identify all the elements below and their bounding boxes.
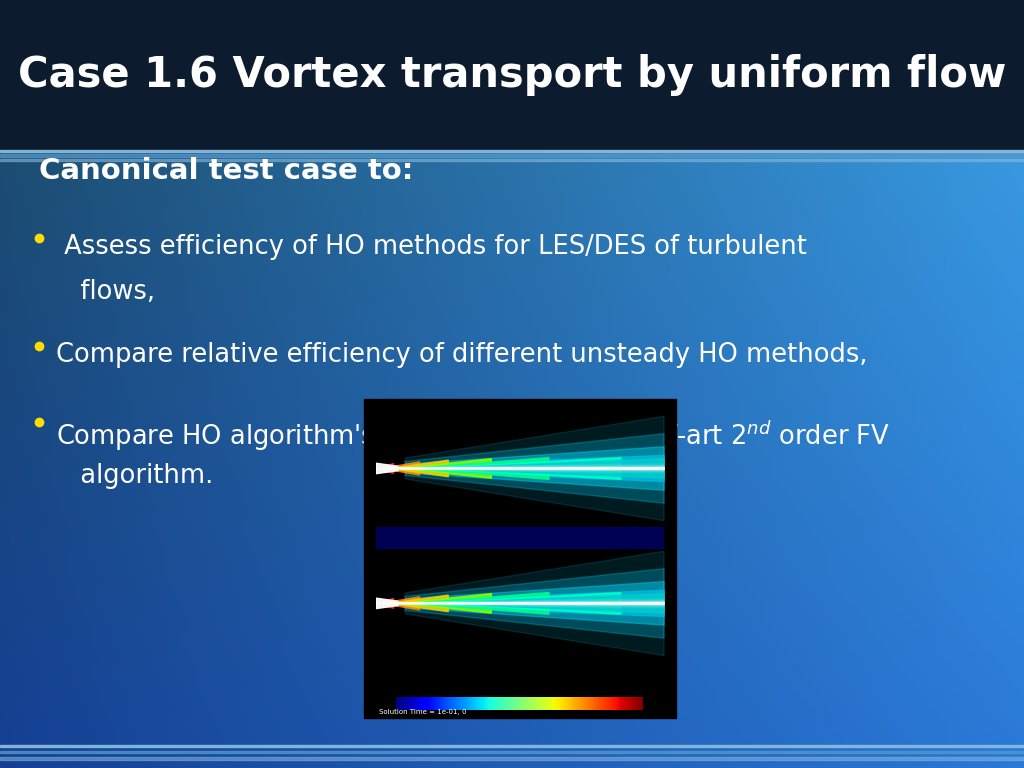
Bar [0,745,1024,747]
Bar [0,751,1024,753]
Text: Assess efficiency of HO methods for LES/DES of turbulent: Assess efficiency of HO methods for LES/… [56,234,807,260]
Text: Canonical test case to:: Canonical test case to: [39,157,414,185]
Text: Compare relative efficiency of different unsteady HO methods,: Compare relative efficiency of different… [56,342,867,368]
Bar [0,0,1024,150]
Text: Case 1.6 Vortex transport by uniform flow: Case 1.6 Vortex transport by uniform flo… [17,54,1007,96]
Bar [376,527,664,548]
Bar [0,159,1024,161]
Bar [364,399,676,718]
Bar [0,154,1024,157]
Text: flows,: flows, [56,279,156,305]
Bar [0,757,1024,760]
Bar [0,150,1024,152]
Text: algorithm.: algorithm. [56,463,214,489]
Text: Compare HO algorithm's efficiency with state-of-art 2$^{nd}$ order FV: Compare HO algorithm's efficiency with s… [56,419,891,453]
Text: Solution Time = 1e-01, 0: Solution Time = 1e-01, 0 [379,709,466,715]
